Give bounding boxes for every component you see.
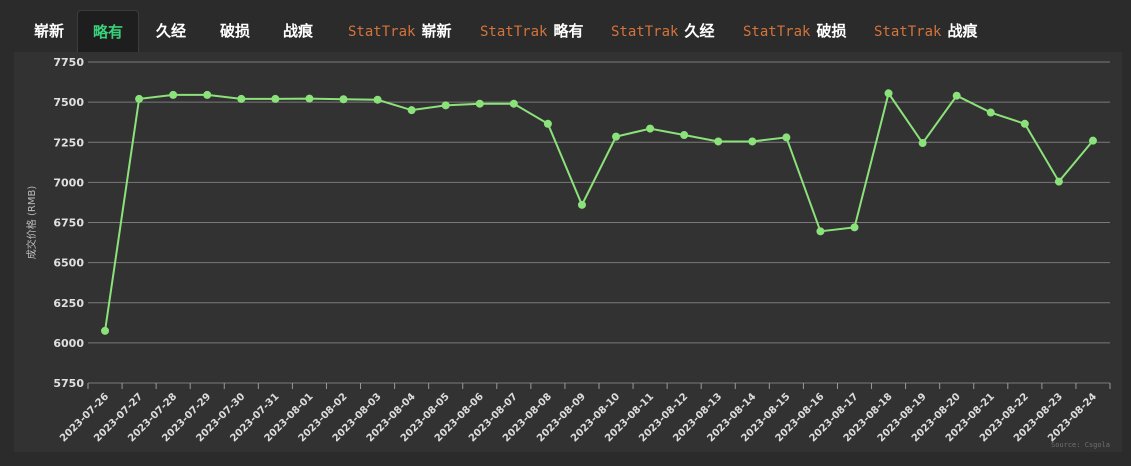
price-series-line: [104, 90, 1094, 331]
y-tick-label: 6250: [53, 297, 84, 310]
tab-label: 破损: [816, 22, 847, 40]
tab-label: 崭新: [421, 22, 452, 40]
data-point: [101, 326, 110, 335]
y-tick-label: 6500: [53, 257, 84, 270]
stattrak-prefix: StatTrak: [743, 24, 811, 40]
data-point: [475, 99, 484, 108]
tab-stattrak-well-worn[interactable]: StatTrak 破损: [743, 10, 846, 52]
data-point: [407, 106, 416, 115]
data-point: [680, 131, 689, 140]
data-point: [237, 94, 246, 103]
tab-stattrak-battle-scarred[interactable]: StatTrak 战痕: [874, 10, 977, 52]
data-point: [714, 137, 723, 146]
data-point: [918, 139, 927, 148]
tab-minimal-wear[interactable]: 略有: [77, 10, 139, 53]
source-credit: Source: Csgola: [1051, 441, 1110, 449]
y-tick-label: 7500: [53, 96, 84, 109]
y-tick-label: 7250: [53, 136, 84, 149]
data-point: [952, 91, 961, 100]
data-point: [1088, 136, 1097, 145]
data-point: [782, 133, 791, 142]
data-point: [373, 95, 382, 104]
tab-well-worn[interactable]: 破损: [220, 10, 250, 52]
wear-tabs: 崭新 略有 久经 破损 战痕 StatTrak 崭新 StatTrak 略有 Sta…: [0, 0, 1131, 53]
data-point: [850, 223, 859, 232]
data-point: [169, 90, 178, 99]
stattrak-prefix: StatTrak: [348, 24, 416, 40]
stattrak-prefix: StatTrak: [611, 24, 679, 40]
tab-label: 略有: [553, 22, 584, 40]
tab-label: 崭新: [34, 22, 65, 40]
y-tick-label: 5750: [53, 377, 84, 390]
data-point: [884, 89, 893, 98]
data-point: [441, 101, 450, 110]
data-point: [748, 137, 757, 146]
data-point: [543, 119, 552, 128]
data-point: [612, 132, 621, 141]
data-point: [1054, 177, 1063, 186]
data-point: [135, 94, 144, 103]
data-point: [271, 94, 280, 103]
stattrak-prefix: StatTrak: [874, 24, 942, 40]
tab-stattrak-minimal-wear[interactable]: StatTrak 略有: [480, 10, 583, 52]
data-point: [577, 200, 586, 209]
tab-battle-scarred[interactable]: 战痕: [283, 10, 313, 52]
data-point: [1020, 119, 1029, 128]
y-tick-label: 6750: [53, 217, 84, 230]
data-point: [986, 108, 995, 117]
tab-label: 战痕: [947, 22, 978, 40]
tab-field-tested[interactable]: 久经: [156, 10, 186, 52]
data-point: [305, 94, 314, 103]
tab-label: 略有: [92, 23, 123, 41]
y-axis-label: 成交价格 (RMB): [25, 186, 38, 260]
data-point: [646, 124, 655, 133]
y-tick-label: 7750: [53, 56, 84, 69]
data-point: [816, 227, 825, 236]
tab-factory-new[interactable]: 崭新: [28, 10, 64, 52]
y-tick-label: 7000: [53, 176, 84, 189]
price-line-chart: 7750750072507000675065006250600057502023…: [25, 56, 1111, 449]
tab-label: 久经: [684, 22, 715, 40]
stattrak-prefix: StatTrak: [480, 24, 548, 40]
y-tick-label: 6000: [53, 337, 84, 350]
tab-label: 破损: [220, 22, 251, 40]
data-point: [339, 95, 348, 104]
tab-stattrak-factory-new[interactable]: StatTrak 崭新: [348, 10, 451, 52]
tab-label: 战痕: [283, 22, 314, 40]
tab-label: 久经: [156, 22, 187, 40]
tab-stattrak-field-tested[interactable]: StatTrak 久经: [611, 10, 714, 52]
data-point: [509, 99, 518, 108]
price-chart: 7750 7500 7250 7000 6750 6500 6250 6000 5750 2023…: [14, 52, 1122, 452]
data-point: [203, 90, 212, 99]
